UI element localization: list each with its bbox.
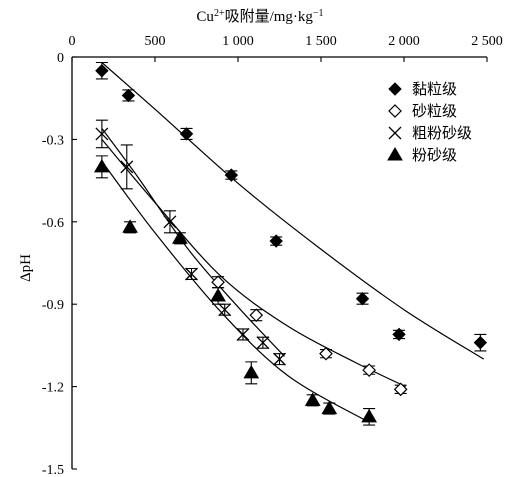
y-tick-label: -1.2 [42, 381, 64, 396]
data-point [321, 400, 338, 415]
data-points [94, 64, 488, 423]
data-point [120, 160, 134, 174]
y-tick-label: -1.5 [42, 463, 64, 477]
x-tick-label: 0 [69, 34, 76, 49]
data-point [185, 267, 198, 281]
legend-label: 粗粉砂级 [412, 124, 472, 142]
data-point [473, 335, 488, 350]
data-point [210, 287, 226, 302]
axes: 0 500 1 000 1 500 2 000 2 500 0 -0.3 -0.6 -0.9 -1.… [42, 34, 503, 477]
data-point [269, 234, 283, 248]
fit-curve-1 [101, 62, 484, 360]
data-point [94, 158, 110, 173]
data-point [355, 291, 370, 306]
fit-curve-4 [101, 161, 370, 423]
data-point [95, 64, 109, 78]
y-tick-label: -0.9 [42, 298, 64, 313]
y-tick-label: -0.3 [42, 133, 64, 148]
data-point [172, 230, 188, 244]
fit-curve-3 [101, 128, 285, 357]
data-point [319, 346, 333, 361]
data-point [256, 336, 270, 350]
fit-curve-2 [101, 139, 406, 388]
error-bars [95, 61, 487, 426]
legend-label: 黏粒级 [412, 80, 457, 98]
data-point [163, 215, 177, 229]
data-point [362, 363, 376, 377]
y-tick-label: 0 [57, 51, 64, 66]
data-point [393, 382, 408, 397]
data-point [224, 168, 239, 182]
x-axis-title: Cu2+吸附量/mg·kg−1 [196, 8, 323, 26]
x-tick-label: 2 000 [388, 34, 420, 49]
data-point [243, 364, 260, 379]
data-point [392, 327, 406, 342]
x-tick-label: 1 500 [305, 34, 337, 49]
data-point [95, 127, 109, 141]
legend-marker [388, 126, 402, 140]
y-tick-label: -0.6 [42, 216, 64, 231]
x-tick-label: 500 [145, 34, 166, 49]
data-point [179, 127, 194, 141]
x-tick-label: 1 000 [222, 34, 254, 49]
data-point [273, 352, 286, 366]
data-point [218, 303, 232, 317]
legend-label: 砂粒级 [412, 102, 457, 120]
data-point [304, 392, 321, 406]
legend-marker [388, 104, 402, 118]
data-point [249, 308, 264, 323]
data-point [122, 219, 138, 233]
legend-marker [387, 147, 403, 161]
data-point [121, 88, 136, 103]
legend-marker [388, 82, 402, 96]
y-axis-title: ΔpH [18, 254, 34, 282]
data-point [236, 327, 250, 341]
x-tick-label: 2 500 [471, 34, 503, 49]
legend-label: 粉砂级 [412, 146, 457, 164]
data-point [361, 408, 378, 423]
